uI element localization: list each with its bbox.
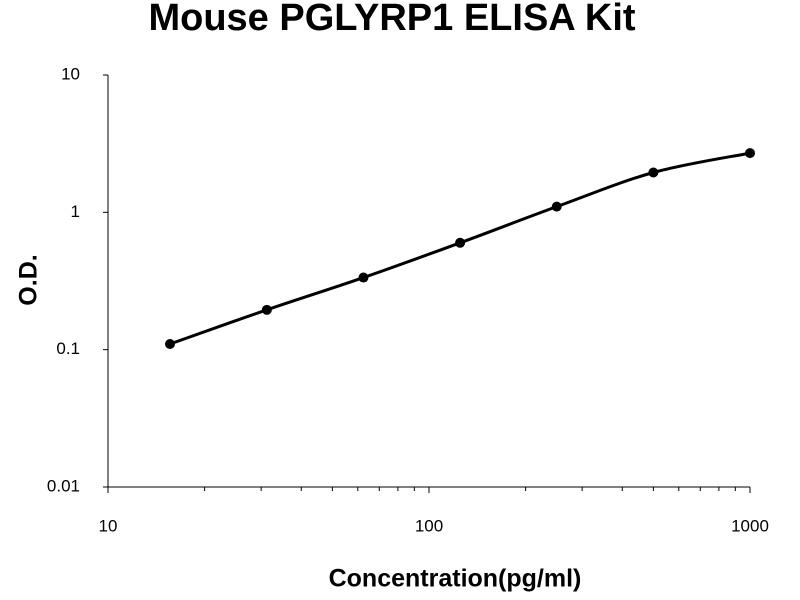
data-point [551,201,562,212]
fit-curve [169,151,751,346]
data-point [358,272,369,283]
data-point [164,338,175,349]
x-tick-label: 100 [415,516,443,535]
x-axis-label: Concentration(pg/ml) [329,565,582,593]
y-axis-label: O.D. [15,254,43,305]
data-point [455,237,466,248]
y-tick-label: 0.01 [47,476,80,495]
x-tick-label: 1000 [731,516,769,535]
data-point [745,148,755,159]
data-point [261,304,272,315]
x-tick-label: 10 [99,516,118,535]
data-point [648,167,659,178]
chart-title: Mouse PGLYRP1 ELISA Kit [148,0,635,39]
y-tick-label: 10 [61,64,80,83]
y-tick-label: 0.1 [56,339,80,358]
y-tick-label: 1 [71,202,80,221]
